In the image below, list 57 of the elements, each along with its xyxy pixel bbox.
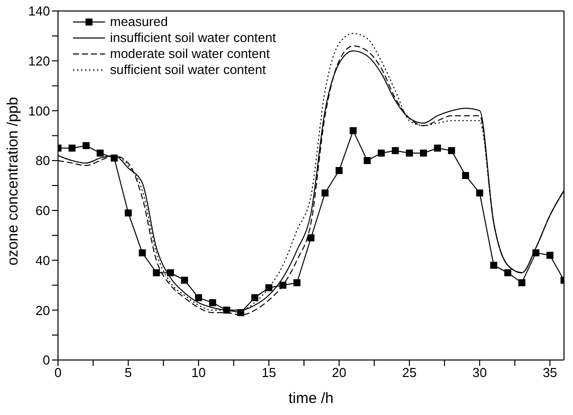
point	[152, 269, 160, 276]
y-tick-label: 100	[28, 103, 50, 118]
point	[476, 189, 484, 196]
point	[546, 252, 554, 259]
y-tick-label: 0	[42, 352, 50, 368]
x-tick-label: 5	[124, 365, 132, 380]
y-tick-label: 120	[28, 53, 50, 68]
y-axis-title: ozone concentration /ppb	[4, 97, 22, 266]
point	[209, 299, 216, 306]
x-tick-label: 35	[542, 365, 558, 380]
point	[82, 142, 90, 150]
point	[279, 282, 286, 289]
y-tick-label: 60	[36, 203, 50, 218]
legend-label: moderate soil water content	[110, 46, 270, 62]
x-tick-label: 20	[332, 365, 346, 380]
point	[124, 209, 132, 216]
point	[68, 144, 76, 152]
point	[223, 306, 230, 314]
x-tick-label: 25	[402, 365, 417, 380]
legend-label: insufficient soil water content	[110, 30, 276, 46]
point	[96, 150, 104, 157]
point	[237, 309, 244, 316]
point	[434, 144, 441, 152]
point	[138, 249, 146, 256]
x-tick-label: 15	[262, 365, 276, 380]
point	[166, 269, 174, 276]
point	[364, 157, 371, 164]
y-tick-label: 140	[28, 4, 50, 19]
point	[462, 172, 470, 180]
point	[110, 154, 118, 162]
point	[293, 279, 300, 286]
x-tick-label: 10	[191, 365, 206, 380]
point	[251, 294, 258, 302]
legend-label: measured	[110, 14, 168, 30]
point	[532, 249, 540, 256]
point	[406, 150, 413, 157]
point	[336, 167, 343, 174]
point	[392, 147, 399, 154]
y-tick-label: 20	[36, 302, 50, 318]
point	[322, 189, 329, 196]
point	[308, 234, 314, 242]
legend-label: sufficient soil water content	[110, 62, 266, 78]
x-tick-label: 0	[54, 365, 62, 380]
point	[448, 147, 456, 154]
point	[378, 150, 385, 157]
x-tick-label: 30	[472, 365, 487, 380]
point	[518, 279, 526, 286]
y-tick-label: 80	[36, 153, 50, 168]
point	[350, 127, 357, 134]
point	[181, 276, 188, 284]
point	[420, 150, 427, 157]
y-tick-label: 40	[36, 252, 50, 268]
point	[195, 294, 202, 302]
x-axis-title: time /h	[288, 390, 334, 407]
point	[504, 269, 512, 276]
point	[490, 262, 498, 269]
point	[265, 284, 272, 292]
